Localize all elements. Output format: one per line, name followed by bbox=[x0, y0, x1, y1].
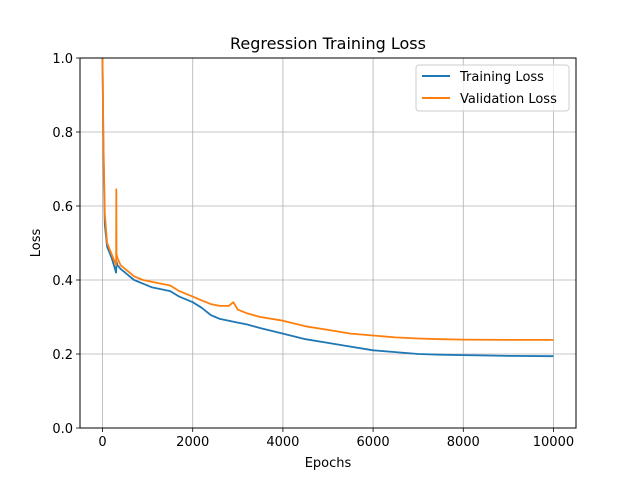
legend: Training Loss Validation Loss bbox=[415, 64, 570, 112]
y-axis-label: Loss bbox=[29, 229, 44, 258]
plot-frame bbox=[79, 57, 577, 429]
grid-lines bbox=[80, 57, 576, 429]
x-tick-label: 8000 bbox=[447, 435, 480, 450]
y-tick-label: 0.0 bbox=[52, 422, 73, 437]
legend-label-training: Training Loss bbox=[459, 70, 544, 85]
y-tick-label: 0.2 bbox=[52, 348, 73, 363]
y-tick-label: 0.8 bbox=[52, 126, 73, 141]
y-tick-label: 0.6 bbox=[52, 200, 73, 215]
y-tick-label: 0.4 bbox=[52, 274, 73, 289]
axis-ticks: 0 2000 4000 6000 8000 10000 0.0 0.2 0.4 0.6 0.8 1.0 bbox=[52, 52, 574, 450]
series-layer bbox=[101, 58, 554, 358]
validation-loss-line bbox=[101, 58, 554, 341]
x-tick-label: 0 bbox=[98, 435, 106, 450]
x-tick-label: 10000 bbox=[533, 435, 574, 450]
x-axis-label: Epochs bbox=[305, 456, 352, 471]
legend-label-validation: Validation Loss bbox=[460, 92, 557, 107]
chart-title: Regression Training Loss bbox=[230, 34, 426, 53]
legend-box bbox=[415, 64, 570, 112]
x-tick-label: 6000 bbox=[357, 435, 390, 450]
x-tick-label: 2000 bbox=[176, 435, 209, 450]
y-tick-label: 1.0 bbox=[52, 52, 73, 67]
x-tick-label: 4000 bbox=[266, 435, 299, 450]
